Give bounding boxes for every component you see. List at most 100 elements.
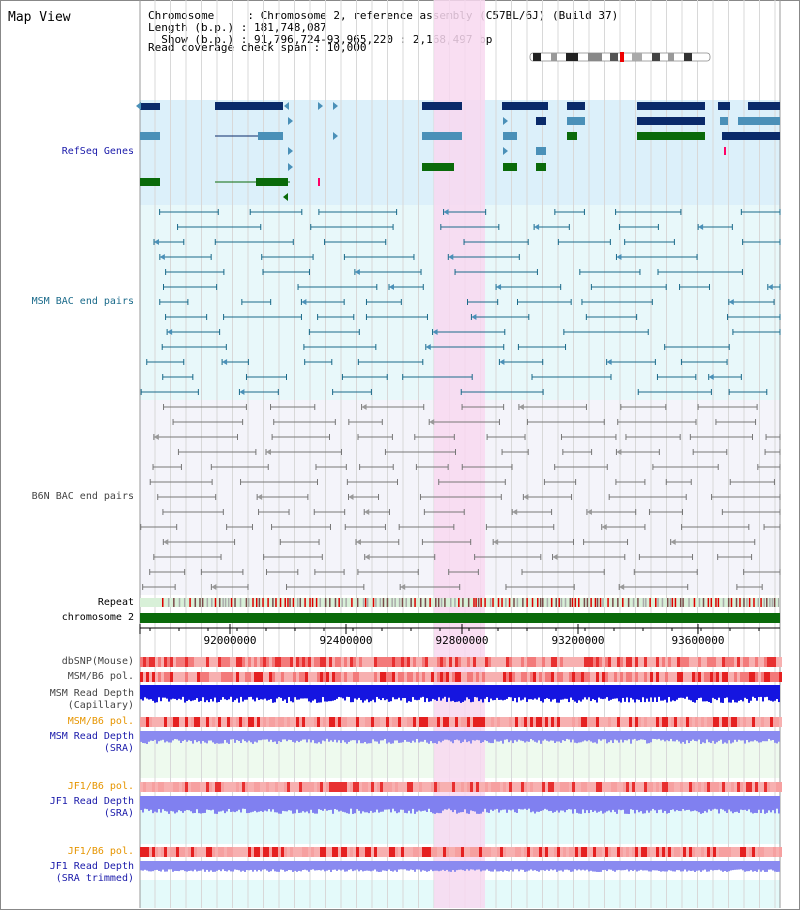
- repeat-element: [583, 598, 586, 607]
- track-label-msm-pol1[interactable]: MSM/B6 pol.: [67, 671, 134, 682]
- chromosome-ideogram[interactable]: [529, 52, 711, 62]
- track-label-chromosome: chromosome 2: [61, 612, 134, 623]
- track-label-jf1-pol1[interactable]: JF1/B6 pol.: [67, 781, 134, 792]
- repeat-element: [492, 598, 494, 607]
- repeat-element: [480, 598, 482, 607]
- repeat-element: [405, 598, 407, 607]
- track-label-msm-depth-capillary[interactable]: MSM Read Depth (Capillary): [50, 688, 134, 712]
- repeat-element: [450, 598, 452, 607]
- repeat-track-bg: [140, 598, 780, 607]
- repeat-element: [513, 598, 515, 607]
- repeat-element: [550, 598, 553, 607]
- ideogram-position-marker: [620, 52, 624, 62]
- track-label-dbsnp[interactable]: dbSNP(Mouse): [61, 656, 134, 667]
- msm-depth-cap-line2: (Capillary): [67, 700, 134, 711]
- repeat-element: [596, 598, 599, 607]
- repeat-element: [748, 598, 751, 607]
- repeat-element: [574, 598, 577, 607]
- repeat-element: [617, 598, 619, 607]
- repeat-element: [364, 598, 367, 607]
- repeat-element: [247, 598, 250, 607]
- track-label-repeat[interactable]: Repeat: [97, 597, 134, 608]
- repeat-element: [419, 598, 422, 607]
- repeat-element: [309, 598, 311, 607]
- repeat-element: [394, 598, 396, 607]
- selected-region-highlight: [434, 0, 485, 908]
- repeat-element: [688, 598, 690, 607]
- repeat-element: [522, 598, 524, 607]
- repeat-element: [362, 598, 365, 607]
- repeat-element: [666, 598, 669, 607]
- repeat-element: [766, 598, 768, 607]
- jf1-pol2-track: [140, 847, 782, 857]
- repeat-element: [341, 598, 343, 607]
- repeat-element: [546, 598, 549, 607]
- repeat-element: [501, 598, 503, 607]
- repeat-element: [267, 598, 269, 607]
- repeat-element: [771, 598, 774, 607]
- repeat-element: [462, 598, 464, 607]
- repeat-element: [473, 598, 475, 607]
- repeat-element: [189, 598, 191, 607]
- repeat-element: [627, 598, 630, 607]
- track-label-msm-depth-sra[interactable]: MSM Read Depth (SRA): [50, 731, 134, 755]
- repeat-element: [743, 598, 745, 607]
- repeat-element: [541, 598, 544, 607]
- refseq-genes[interactable]: [136, 102, 780, 201]
- repeat-element: [319, 598, 322, 607]
- track-label-msm-bac[interactable]: MSM BAC end pairs: [31, 296, 134, 307]
- repeat-element: [287, 598, 289, 607]
- repeat-element: [599, 598, 602, 607]
- track-label-jf1-depth-trimmed[interactable]: JF1 Read Depth (SRA trimmed): [50, 861, 134, 885]
- repeat-element: [454, 598, 456, 607]
- repeat-element: [410, 598, 412, 607]
- repeat-element: [607, 598, 609, 607]
- repeat-element: [467, 598, 470, 607]
- repeat-element: [245, 598, 248, 607]
- repeat-element: [661, 598, 664, 607]
- msm-depth-cap-line1: MSM Read Depth: [49, 688, 134, 699]
- repeat-element: [299, 598, 302, 607]
- repeat-element: [730, 598, 733, 607]
- repeat-element: [222, 598, 224, 607]
- ruler-tick-label: 93200000: [552, 634, 605, 647]
- track-label-jf1-pol2[interactable]: JF1/B6 pol.: [67, 846, 134, 857]
- repeat-element: [489, 598, 492, 607]
- repeat-element: [531, 598, 534, 607]
- chromosome-bar[interactable]: [140, 613, 780, 623]
- track-label-jf1-depth-sra[interactable]: JF1 Read Depth (SRA): [50, 796, 134, 820]
- repeat-element: [586, 598, 589, 607]
- track-label-b6n-bac[interactable]: B6N BAC end pairs: [31, 491, 134, 502]
- repeat-element: [201, 598, 204, 607]
- repeat-element: [334, 598, 337, 607]
- repeat-element: [505, 598, 507, 607]
- track-label-msm-pol2[interactable]: MSM/B6 pol.: [67, 716, 134, 727]
- jf1-depth-trimmed-track: [140, 861, 780, 872]
- dbsnp-track: [140, 657, 782, 667]
- repeat-element: [211, 598, 213, 607]
- track-label-refseq[interactable]: RefSeq Genes: [61, 146, 134, 157]
- repeat-element: [578, 598, 580, 607]
- msm-bac-end-pairs[interactable]: [140, 209, 781, 395]
- repeat-element: [539, 598, 542, 607]
- repeat-element: [272, 598, 274, 607]
- repeat-element: [178, 598, 181, 607]
- repeat-element: [338, 598, 340, 607]
- repeat-element: [475, 598, 477, 607]
- repeat-element: [569, 598, 572, 607]
- repeat-element: [769, 598, 771, 607]
- repeat-element: [311, 598, 314, 607]
- repeat-element: [382, 598, 385, 607]
- b6n-bac-end-pairs[interactable]: [140, 404, 781, 590]
- repeat-element: [558, 598, 560, 607]
- region-info: Chromosome : Chromosome 2, reference ass…: [148, 10, 618, 46]
- repeat-track[interactable]: [162, 598, 780, 607]
- repeat-element: [194, 598, 197, 607]
- repeat-element: [304, 598, 306, 607]
- ruler-tick-label: 92800000: [436, 634, 489, 647]
- repeat-element: [564, 598, 567, 607]
- repeat-element: [183, 598, 186, 607]
- repeat-element: [437, 598, 440, 607]
- jf1-depth-trim-line1: JF1 Read Depth: [49, 861, 134, 872]
